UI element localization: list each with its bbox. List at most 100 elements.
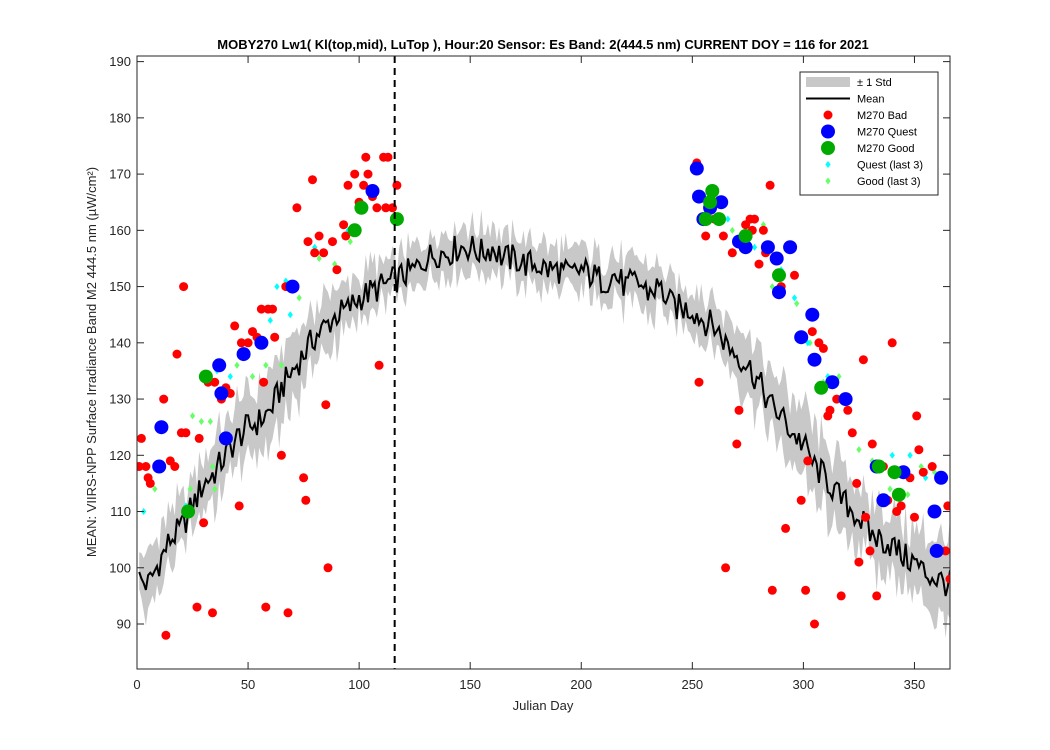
legend: ± 1 Std Mean M270 Bad M270 Quest M270 Good Qu… xyxy=(799,71,939,196)
bad-point xyxy=(179,282,189,292)
bad-point xyxy=(339,220,349,230)
points-layer xyxy=(137,152,950,640)
quest-point xyxy=(714,195,729,210)
y-tick-label: 160 xyxy=(109,223,131,238)
bad-point xyxy=(256,304,266,314)
std-band xyxy=(139,209,950,639)
bad-point xyxy=(350,169,360,179)
bad-point xyxy=(767,585,777,595)
bad-point xyxy=(199,518,209,528)
quest-point xyxy=(769,251,784,266)
quest-point xyxy=(285,279,300,294)
x-axis-label: Julian Day xyxy=(513,698,574,713)
x-tick-label: 300 xyxy=(793,677,815,692)
x-tick-label: 0 xyxy=(133,677,140,692)
good-last3-point xyxy=(347,238,353,246)
bad-point xyxy=(945,574,950,584)
y-tick-label: 140 xyxy=(109,335,131,350)
good-point xyxy=(887,465,902,480)
quest-point xyxy=(807,352,822,367)
good-last3-point xyxy=(729,226,735,234)
quest-point xyxy=(760,240,775,255)
x-tick-label: 100 xyxy=(348,677,370,692)
bad-point xyxy=(310,248,320,258)
bad-point xyxy=(161,630,171,640)
bad-point xyxy=(790,270,799,280)
bad-point xyxy=(225,388,235,398)
legend-good-last3-swatch xyxy=(825,177,831,185)
bad-point xyxy=(299,473,309,483)
bad-point xyxy=(137,433,146,443)
quest-point xyxy=(927,504,942,519)
y-tick-label: 120 xyxy=(109,448,131,463)
legend-bad-swatch xyxy=(823,110,833,120)
legend-label: ± 1 Std xyxy=(857,77,892,89)
quest-point xyxy=(152,459,167,474)
bad-point xyxy=(803,456,813,466)
good-last3-point xyxy=(296,294,302,302)
bad-point xyxy=(332,265,342,275)
legend-label: Mean xyxy=(857,94,885,106)
bad-point xyxy=(825,405,835,415)
bad-point xyxy=(810,619,819,629)
good-last3-point xyxy=(187,485,193,493)
bad-point xyxy=(943,501,950,511)
y-axis: 90 100 110 120 130 140 150 160 170 180 190 xyxy=(109,54,950,632)
bad-point xyxy=(303,237,313,247)
quest-point xyxy=(218,431,233,446)
y-tick-label: 170 xyxy=(109,167,131,182)
good-point xyxy=(354,200,369,215)
good-point xyxy=(891,487,906,502)
legend-label: Good (last 3) xyxy=(857,176,921,188)
bad-point xyxy=(181,428,191,438)
bad-point xyxy=(861,512,871,522)
bad-point xyxy=(308,175,317,185)
good-point xyxy=(712,212,726,227)
good-last3-point xyxy=(209,463,216,471)
good-last3-point xyxy=(249,373,256,381)
quest-last3-point xyxy=(889,451,895,459)
bad-point xyxy=(141,462,151,471)
good-last3-point xyxy=(794,299,800,307)
quest-point xyxy=(365,184,380,198)
x-tick-label: 200 xyxy=(570,677,592,692)
bad-point xyxy=(727,248,737,258)
x-tick-label: 50 xyxy=(241,677,255,692)
x-tick-label: 250 xyxy=(681,677,703,692)
bad-point xyxy=(807,327,817,337)
quest-point xyxy=(214,386,229,401)
bad-point xyxy=(765,180,775,190)
bad-point xyxy=(781,523,791,533)
good-last3-point xyxy=(212,485,218,493)
x-tick-label: 150 xyxy=(459,677,481,692)
bad-point xyxy=(887,338,897,348)
quest-point xyxy=(254,335,269,350)
bad-point xyxy=(918,467,928,477)
good-last3-point xyxy=(278,361,285,369)
bad-point xyxy=(734,405,744,415)
bad-point xyxy=(754,259,764,269)
bad-point xyxy=(865,546,875,556)
bad-point xyxy=(301,495,311,505)
quest-point xyxy=(876,493,891,508)
quest-last3-point xyxy=(274,283,280,291)
bad-point xyxy=(283,608,293,618)
chart-title: MOBY270 Lw1( Kl(top,mid), LuTop ), Hour:… xyxy=(217,37,868,52)
bad-point xyxy=(847,428,857,438)
quest-point xyxy=(154,420,169,435)
bad-point xyxy=(701,231,711,241)
good-point xyxy=(703,195,718,210)
y-tick-label: 180 xyxy=(109,110,131,125)
bad-point xyxy=(145,478,155,488)
good-last3-point xyxy=(316,254,322,262)
bad-point xyxy=(230,321,240,331)
quest-last3-point xyxy=(791,294,798,302)
good-last3-point xyxy=(198,418,205,426)
y-tick-label: 110 xyxy=(110,504,131,519)
bad-point xyxy=(732,439,742,449)
good-point xyxy=(181,504,196,519)
good-last3-point xyxy=(152,485,158,493)
good-last3-point xyxy=(905,491,911,499)
bad-point xyxy=(896,501,906,511)
good-point xyxy=(389,212,404,227)
